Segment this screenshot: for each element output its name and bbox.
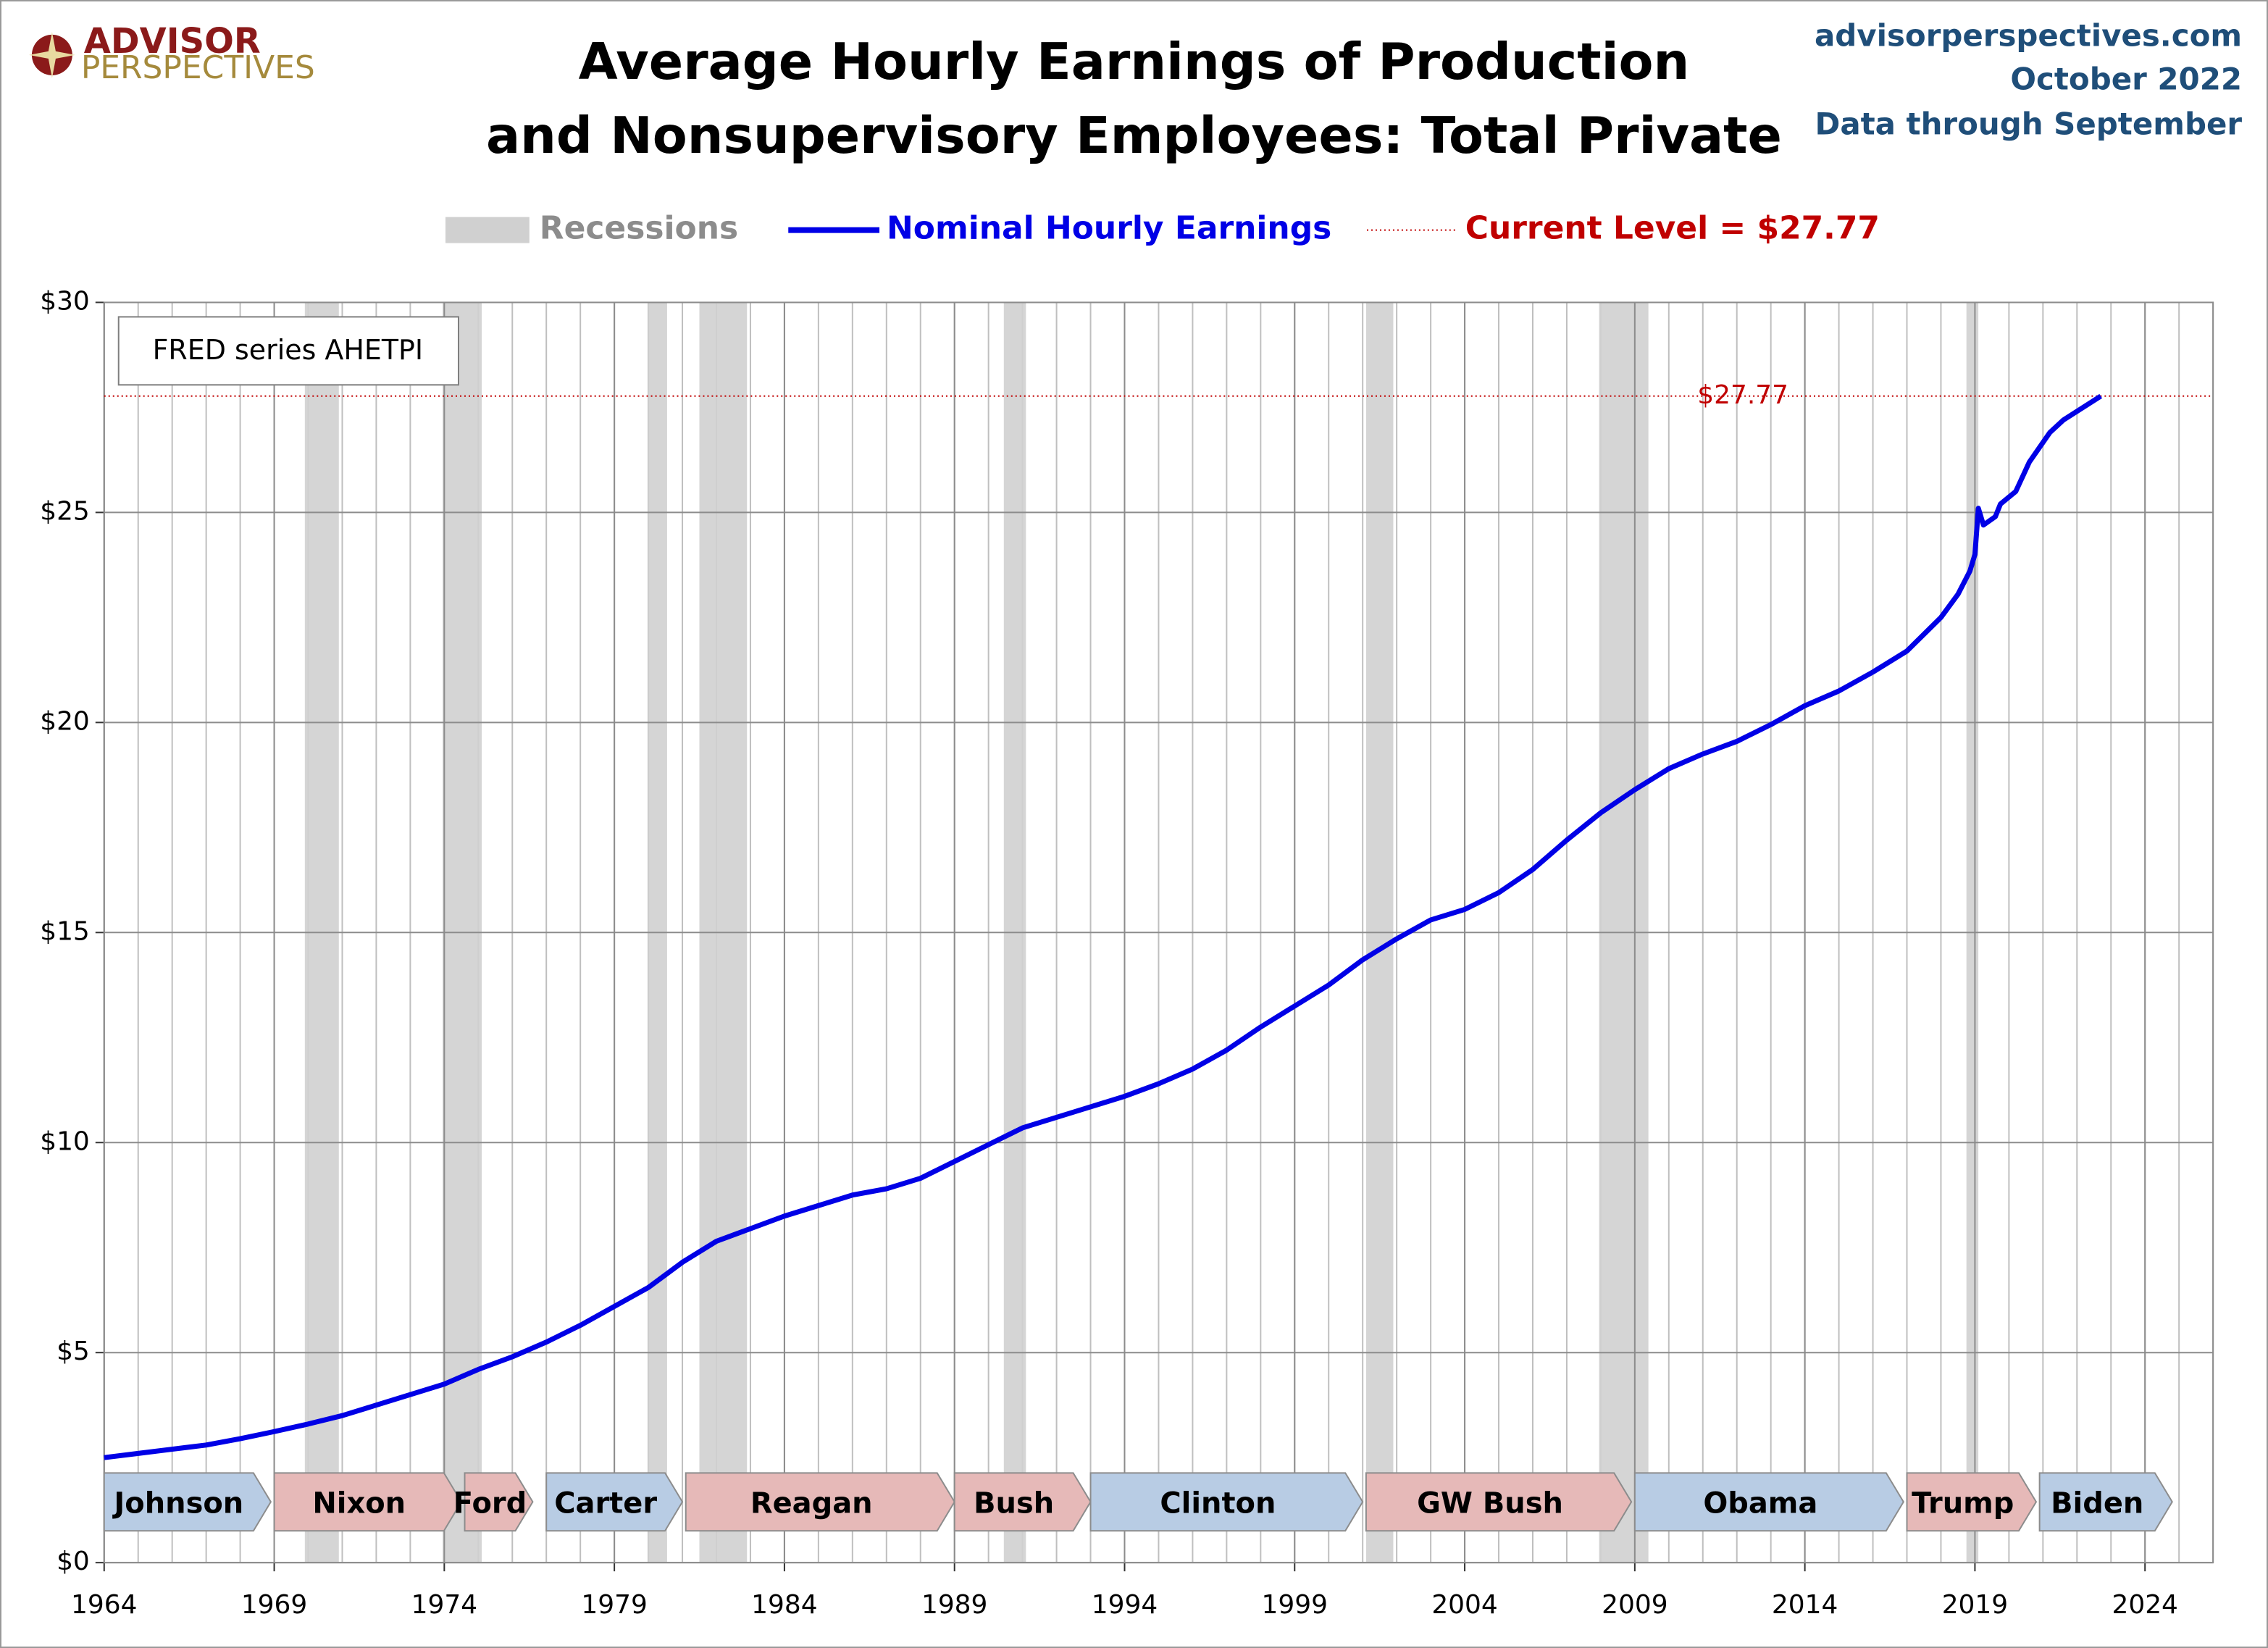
president-label: GW Bush [1417,1486,1563,1520]
note-text: FRED series AHETPI [153,334,423,366]
x-tick-label: 1989 [921,1590,987,1620]
x-tick-label: 1979 [581,1590,647,1620]
president-label: Obama [1703,1486,1817,1520]
y-tick-label: $0 [57,1547,90,1576]
logo-text: PERSPECTIVES [81,49,315,86]
president-arrow [1365,1472,1633,1532]
x-tick-label: 1994 [1092,1590,1158,1620]
x-tick-label: 1969 [241,1590,307,1620]
current-level-label: $27.77 [1697,380,1788,410]
x-tick-label: 2024 [2112,1590,2177,1620]
source-text: October 2022 [2010,61,2242,96]
x-tick-label: 2019 [1942,1590,2008,1620]
president-label: Trump [1912,1486,2014,1520]
president-arrow [2038,1472,2173,1532]
y-tick-label: $30 [40,286,90,316]
x-tick-label: 1984 [751,1590,817,1620]
legend-swatch [445,217,530,243]
x-tick-label: 1964 [71,1590,137,1620]
president-arrow [1633,1472,1904,1532]
president-arrow [273,1472,462,1532]
legend-label: Recessions [540,210,738,247]
president-arrow [1906,1472,2038,1532]
y-tick-label: $15 [40,916,90,946]
logo: ADVISOR PERSPECTIVES [28,22,315,86]
president-arrow [545,1472,684,1532]
president-label: Nixon [312,1486,406,1520]
y-tick-label: $25 [40,496,90,526]
logo-compass [28,31,75,78]
president-label: Johnson [112,1486,243,1520]
x-tick-label: 2009 [1602,1590,1667,1620]
president-label: Carter [554,1486,657,1520]
president-arrow [1089,1472,1364,1532]
legend-label: Nominal Hourly Earnings [887,210,1331,247]
president-arrow [953,1472,1092,1532]
y-tick-label: $10 [40,1126,90,1156]
president-label: Bush [974,1486,1054,1520]
x-tick-label: 2014 [1772,1590,1838,1620]
president-label: Clinton [1160,1486,1276,1520]
x-tick-label: 1999 [1262,1590,1328,1620]
president-label: Reagan [750,1486,873,1520]
source-text: Data through September [1815,106,2243,141]
president-label: Ford [453,1486,527,1520]
president-arrow [464,1472,534,1532]
chart-title: Average Hourly Earnings of Production [579,33,1690,91]
y-tick-label: $20 [40,706,90,736]
series-line [104,393,2103,1460]
legend: Recessions Nominal Hourly Earnings Current… [445,210,1880,247]
y-tick-label: $5 [57,1337,90,1366]
chart-title: and Nonsupervisory Employees: Total Priv… [486,106,1782,165]
president-arrow [685,1472,955,1532]
source-text: advisorperspectives.com [1815,17,2242,53]
note-box [117,316,459,386]
logo-text: ADVISOR [84,22,261,62]
legend-label: Current Level = $27.77 [1465,210,1880,247]
x-tick-label: 2004 [1431,1590,1497,1620]
president-arrow [103,1472,272,1532]
plot-border [103,301,2214,1564]
president-label: Biden [2051,1486,2143,1520]
x-tick-label: 1974 [411,1590,477,1620]
plot-area: $0 $5 $10 $15 $20 $25 $30 1964 1969 1974 1979 1984 1… [40,286,2214,1620]
